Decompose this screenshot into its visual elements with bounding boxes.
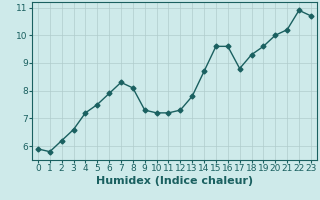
X-axis label: Humidex (Indice chaleur): Humidex (Indice chaleur) bbox=[96, 176, 253, 186]
